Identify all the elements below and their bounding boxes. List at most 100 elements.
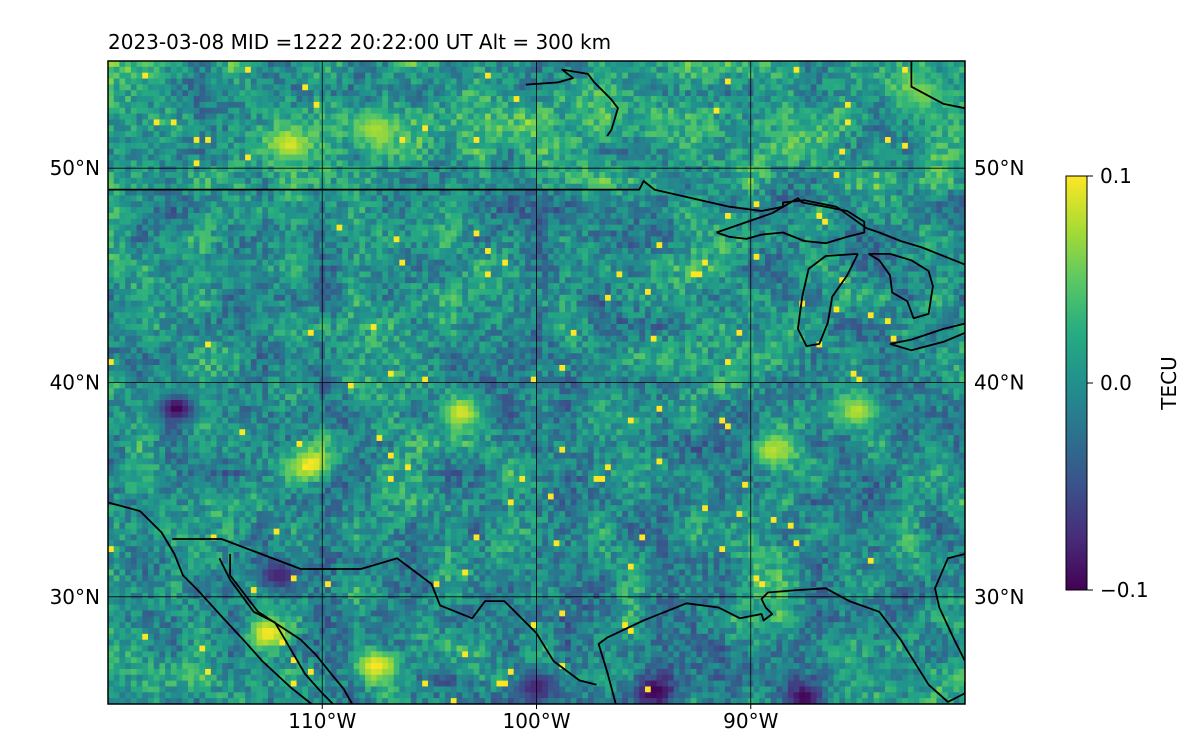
heatmap-cell (273, 242, 280, 249)
heatmap-cell (359, 84, 366, 91)
heatmap-cell (547, 131, 555, 138)
heatmap-cell (245, 96, 252, 103)
heatmap-cell (633, 207, 640, 214)
heatmap-cell (919, 183, 926, 191)
heatmap-cell (519, 212, 526, 220)
heatmap-cell (610, 183, 618, 191)
heatmap-cell (227, 230, 235, 237)
heatmap-cell (845, 166, 852, 173)
heatmap-cell (833, 96, 840, 103)
heatmap-cell (405, 242, 412, 249)
heatmap-cell (719, 125, 726, 132)
heatmap-cell (170, 224, 178, 232)
heatmap-cell (885, 84, 892, 91)
heatmap-cell (679, 96, 686, 103)
heatmap-cell (673, 61, 680, 68)
heatmap-cell (267, 101, 275, 109)
heatmap-cell (365, 201, 372, 208)
heatmap-cell (130, 119, 138, 126)
heatmap-cell (233, 148, 240, 156)
heatmap-cell (650, 78, 658, 85)
heatmap-cell (793, 90, 800, 97)
heatmap-cell (142, 107, 149, 115)
heatmap-cell (410, 242, 418, 249)
heatmap-cell (890, 107, 898, 115)
heatmap-cell (250, 113, 258, 121)
heatmap-cell (205, 218, 212, 226)
heatmap-cell (742, 113, 749, 121)
heatmap-cell (359, 61, 366, 68)
heatmap-cell (570, 166, 578, 173)
heatmap-cell (902, 172, 909, 179)
heatmap-cell (496, 230, 503, 237)
heatmap-cell (736, 177, 743, 185)
heatmap-cell (816, 154, 823, 161)
heatmap-cell (913, 166, 920, 173)
heatmap-cell (433, 101, 440, 109)
heatmap-cell (839, 78, 846, 85)
heatmap-cell (582, 236, 589, 243)
heatmap-cell (650, 136, 658, 144)
heatmap-cell (770, 154, 778, 161)
heatmap-cell (879, 189, 886, 197)
heatmap-cell (245, 101, 252, 109)
heatmap-cell (845, 195, 852, 202)
heatmap-cell (816, 125, 823, 132)
heatmap-cell (387, 242, 395, 249)
heatmap-cell (193, 189, 201, 197)
heatmap-cell (245, 230, 252, 237)
heatmap-cell (427, 242, 435, 249)
heatmap-cell (525, 96, 532, 103)
heatmap-cell (479, 230, 486, 237)
heatmap-cell (593, 90, 600, 97)
heatmap-cell (787, 236, 795, 243)
heatmap-cell (473, 201, 480, 208)
heatmap-cell (947, 195, 955, 202)
heatmap-cell (639, 218, 646, 226)
heatmap-cell (222, 166, 229, 173)
heatmap-cell (947, 248, 955, 255)
heatmap-cell (365, 96, 372, 103)
heatmap-cell (513, 119, 520, 126)
heatmap-cell (782, 172, 789, 179)
heatmap-cell (673, 66, 680, 74)
heatmap-cell (496, 177, 503, 185)
heatmap-cell (770, 113, 778, 121)
heatmap-cell (267, 160, 275, 167)
heatmap-cell (313, 212, 320, 220)
heatmap-cell (142, 218, 149, 226)
heatmap-cell (610, 78, 618, 85)
heatmap-cell (365, 101, 372, 109)
heatmap-cell (765, 61, 772, 68)
heatmap-cell (587, 224, 595, 232)
heatmap-cell (416, 84, 423, 91)
heatmap-cell (502, 195, 509, 202)
heatmap-cell (507, 90, 515, 97)
heatmap-cell (787, 166, 795, 173)
heatmap-cell (256, 236, 263, 243)
heatmap-cell (262, 72, 269, 80)
heatmap-cell (108, 242, 115, 249)
heatmap-cell (816, 61, 823, 68)
heatmap-cell (370, 242, 378, 249)
heatmap-cell (502, 78, 509, 85)
heatmap-cell (730, 172, 738, 179)
heatmap-cell (159, 131, 166, 138)
heatmap-cell (942, 142, 949, 150)
heatmap-cell (119, 78, 126, 85)
heatmap-cell (416, 125, 423, 132)
heatmap-cell (616, 142, 623, 150)
heatmap-cell (222, 72, 229, 80)
heatmap-cell (485, 195, 492, 202)
heatmap-cell (633, 119, 640, 126)
heatmap-cell (165, 201, 172, 208)
heatmap-cell (342, 113, 349, 121)
heatmap-cell (176, 107, 183, 115)
heatmap-cell (199, 166, 206, 173)
heatmap-cell (902, 96, 909, 103)
heatmap-cell (850, 195, 858, 202)
heatmap-cell (410, 189, 418, 197)
heatmap-cell (862, 119, 869, 126)
heatmap-cell (502, 207, 509, 214)
heatmap-cell (719, 177, 726, 185)
